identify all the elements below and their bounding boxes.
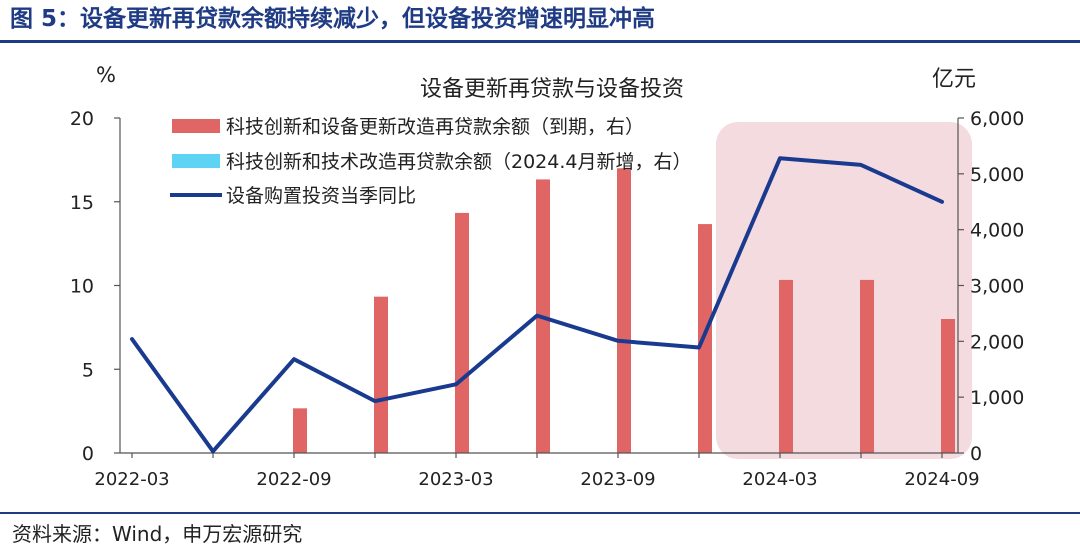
source-note: 资料来源：Wind，申万宏源研究 (12, 522, 303, 546)
x-tick-label: 2024-03 (742, 469, 817, 490)
x-tick-label: 2023-09 (580, 469, 655, 490)
x-tick-label: 2022-03 (94, 469, 169, 490)
y-right-tick-label: 6,000 (970, 108, 1024, 130)
legend-label: 设备购置投资当季同比 (226, 185, 416, 207)
line-series-equipment-investment (130, 156, 944, 454)
title-rule (0, 40, 1080, 43)
bar (860, 279, 874, 453)
y-right-tick-label: 0 (970, 443, 982, 465)
right-axis-unit: 亿元 (932, 67, 976, 92)
source-rule (0, 512, 1080, 514)
legend-swatch (172, 154, 220, 168)
left-axis-unit: % (96, 63, 116, 87)
y-left-tick-label: 10 (70, 276, 94, 298)
y-right-tick-label: 4,000 (970, 220, 1024, 242)
x-tick-label: 2022-09 (256, 469, 331, 490)
y-right-tick-label: 5,000 (970, 164, 1024, 186)
legend-label: 科技创新和技术改造再贷款余额（2024.4月新增，右） (226, 151, 691, 173)
bar (617, 168, 631, 453)
chart-title: 设备更新再贷款与设备投资 (420, 77, 684, 102)
y-right-tick-label: 3,000 (970, 276, 1024, 298)
y-left-tick-label: 0 (82, 443, 94, 465)
y-left-tick-label: 5 (82, 359, 94, 381)
legend-label: 科技创新和设备更新改造再贷款余额（到期，右） (226, 116, 644, 138)
legend-swatch (172, 119, 220, 133)
y-left-tick-label: 20 (70, 108, 94, 130)
chart: 0 5 10 15 20 0 1,000 2,000 3,000 4,000 5,000 6,000 2… (70, 63, 1025, 490)
highlight-region (716, 122, 972, 459)
x-tick-label: 2023-03 (418, 469, 493, 490)
bar (779, 279, 793, 453)
bar (293, 408, 307, 453)
y-left-tick-label: 15 (70, 192, 94, 214)
y-right-tick-label: 1,000 (970, 387, 1024, 409)
y-right-tick-label: 2,000 (970, 331, 1024, 353)
bar (941, 319, 955, 453)
legend: 科技创新和设备更新改造再贷款余额（到期，右） 科技创新和技术改造再贷款余额（202… (170, 116, 691, 207)
bar (455, 212, 469, 453)
x-tick-label: 2024-09 (904, 469, 979, 490)
figure-title: 图 5：设备更新再贷款余额持续减少，但设备投资增速明显冲高 (10, 6, 656, 32)
bar (374, 296, 388, 453)
